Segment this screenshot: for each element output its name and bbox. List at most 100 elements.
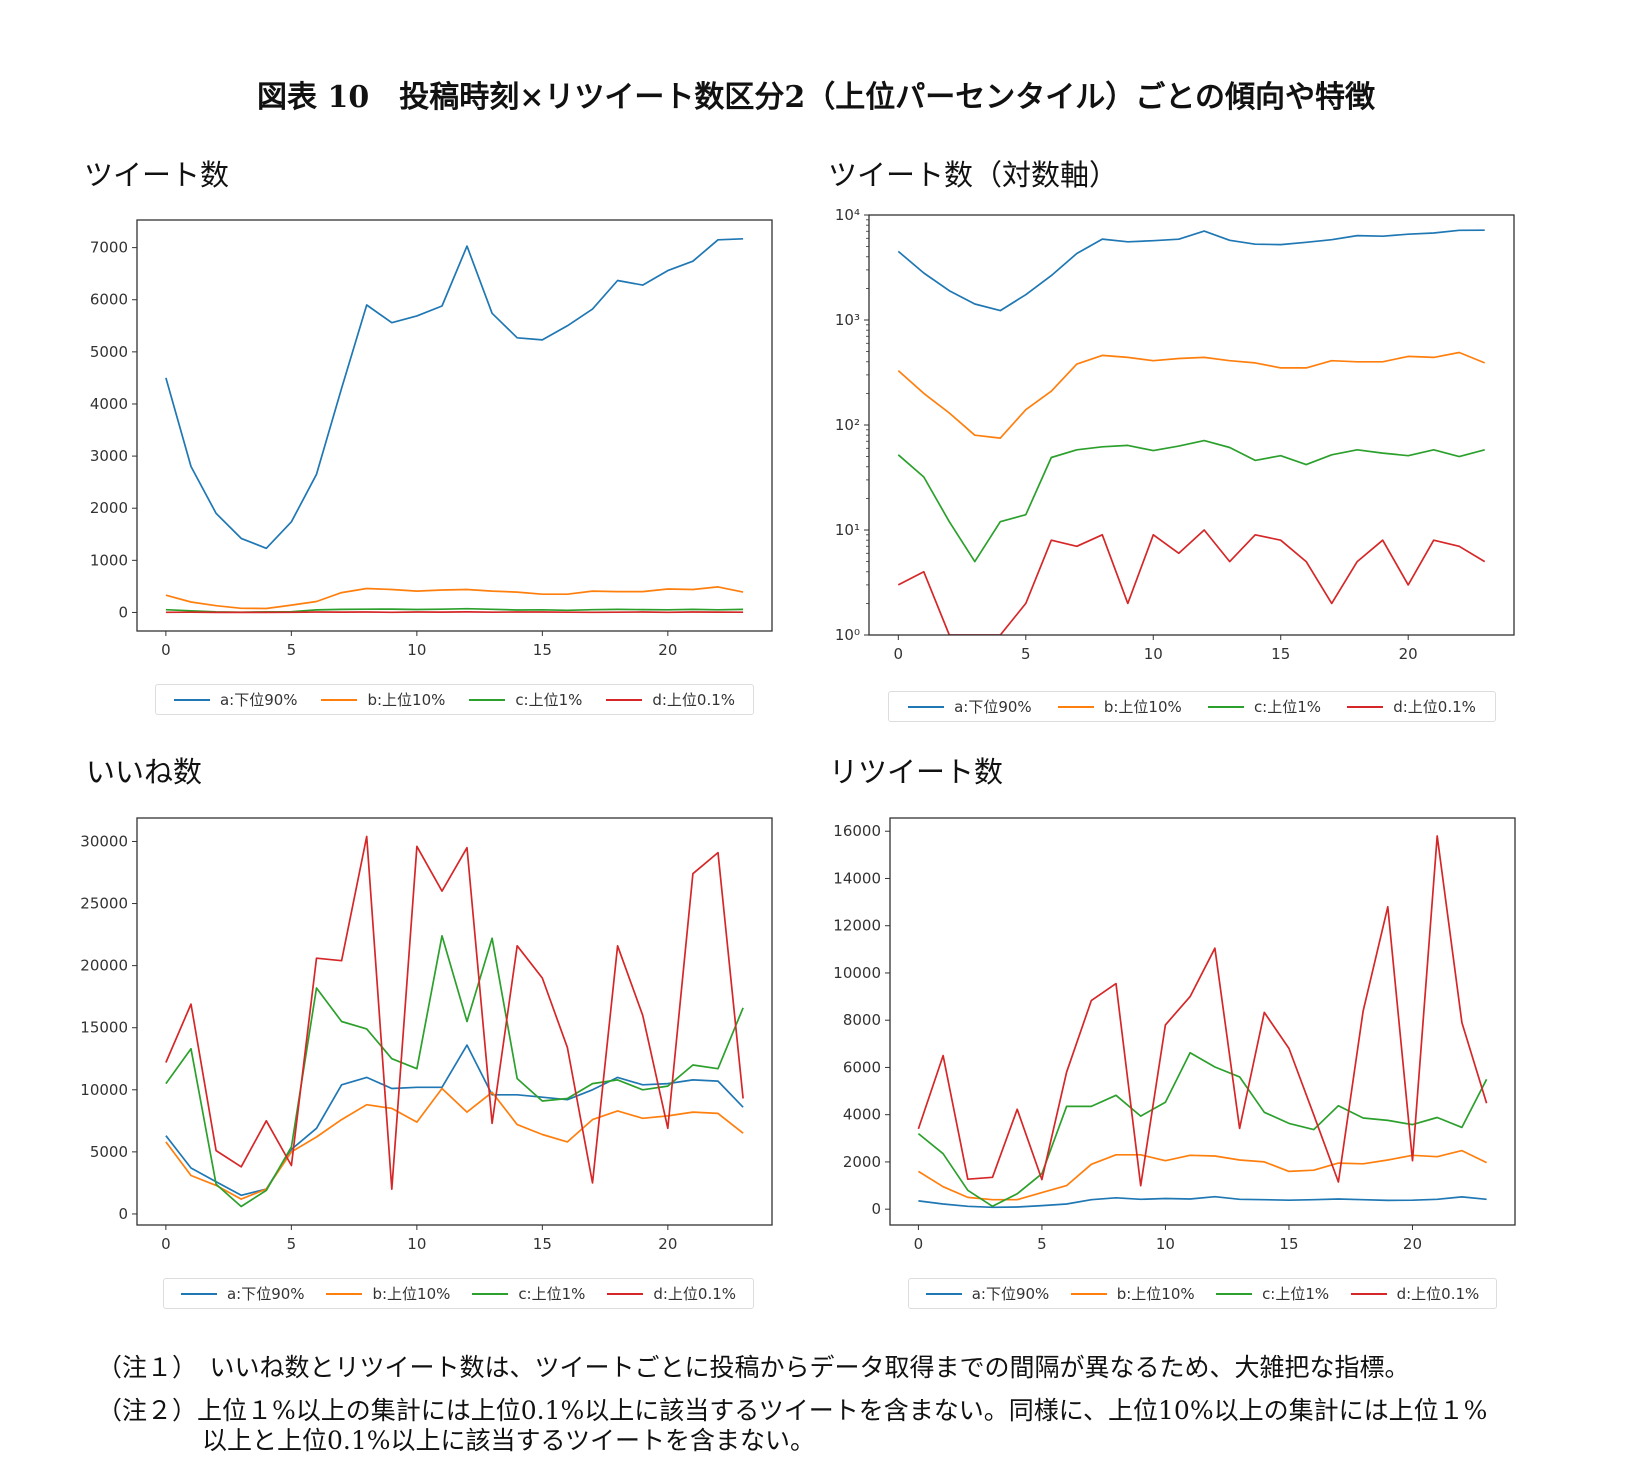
legend-swatch <box>180 1292 217 1295</box>
legend-swatch <box>1207 705 1244 708</box>
series-line-d <box>917 835 1488 1187</box>
x-tick-label: 10 <box>1156 1235 1175 1253</box>
legend-swatch <box>173 698 210 701</box>
x-tick-label: 5 <box>1021 645 1031 663</box>
legend-item: a:下位90% <box>925 1283 1050 1304</box>
x-tick-label: 0 <box>894 645 904 663</box>
plot-frame <box>136 817 773 1226</box>
legend-swatch <box>1070 1292 1107 1295</box>
plot-frame <box>868 214 1515 636</box>
x-tick-label: 15 <box>1271 645 1290 663</box>
legend-tweets: a:下位90% b:上位10% c:上位1% d:上位0.1% <box>155 684 754 715</box>
series-line-a <box>165 237 744 550</box>
y-tick-label: 1000 <box>90 551 128 569</box>
legend-swatch <box>1216 1292 1253 1295</box>
y-tick-label: 5000 <box>90 1143 128 1161</box>
y-tick-label: 4000 <box>843 1106 881 1124</box>
x-tick-label: 10 <box>1144 645 1163 663</box>
y-tick-label: 14000 <box>833 869 881 887</box>
y-tick-label: 2000 <box>90 499 128 517</box>
x-tick-label: 20 <box>1403 1235 1422 1253</box>
legend-item: d:上位0.1% <box>1347 696 1476 717</box>
legend-swatch <box>1057 705 1094 708</box>
y-tick-label: 0 <box>871 1200 881 1218</box>
legend-tweets-log: a:下位90% b:上位10% c:上位1% d:上位0.1% <box>888 691 1496 722</box>
x-tick-label: 10 <box>407 1235 426 1253</box>
series-line-c <box>165 934 744 1208</box>
plot-frame <box>136 219 773 632</box>
y-tick-label: 10000 <box>80 1081 128 1099</box>
y-tick-label: 8000 <box>843 1011 881 1029</box>
legend-likes: a:下位90% b:上位10% c:上位1% d:上位0.1% <box>163 1278 754 1309</box>
legend-label: c:上位1% <box>518 1285 586 1303</box>
x-tick-label: 0 <box>914 1235 924 1253</box>
note-1: （注１） いいね数とリツイート数は、ツイートごとに投稿からデータ取得までの間隔が… <box>97 1353 1410 1382</box>
y-tick-label: 6000 <box>90 291 128 309</box>
y-tick-label: 10000 <box>833 964 881 982</box>
legend-label: a:下位90% <box>954 698 1032 716</box>
series-line-d <box>897 529 1486 635</box>
legend-swatch <box>606 698 643 701</box>
y-tick-label: 25000 <box>80 895 128 913</box>
legend-swatch <box>321 698 358 701</box>
chart-retweets: 0 5 10 15 20 0 2000 4000 6000 8000 10000 12000 14000… <box>833 817 1516 1253</box>
legend-label: b:上位10% <box>367 691 446 709</box>
chart-tweets-log: 0 5 10 15 20 10⁰ 10¹ 10² 10³ 10⁴ <box>835 206 1515 663</box>
x-tick-label: 0 <box>161 1235 171 1253</box>
legend-swatch <box>469 698 506 701</box>
x-tick-label: 0 <box>161 641 171 659</box>
legend-item: b:上位10% <box>1057 696 1182 717</box>
series-line-d <box>165 835 744 1190</box>
legend-label: a:下位90% <box>219 691 298 709</box>
series-line-c <box>897 439 1485 563</box>
legend-label: c:上位1% <box>1262 1285 1330 1303</box>
legend-label: c:上位1% <box>515 691 583 709</box>
legend-label: b:上位10% <box>1103 698 1182 716</box>
legend-item: b:上位10% <box>326 1283 450 1304</box>
series-line-a <box>165 1044 744 1197</box>
legend-label: c:上位1% <box>1253 698 1322 716</box>
y-tick-label: 12000 <box>833 917 881 935</box>
plot-frame <box>889 817 1516 1226</box>
chart-tweets: 0 5 10 15 20 0 1000 2000 3000 4000 5000 6000 7000 <box>90 219 773 659</box>
x-tick-label: 10 <box>407 641 426 659</box>
legend-item: b:上位10% <box>321 689 445 710</box>
y-tick-label: 7000 <box>90 239 128 257</box>
legend-swatch <box>1350 1292 1387 1295</box>
y-tick-label: 20000 <box>80 957 128 975</box>
x-tick-label: 20 <box>1399 645 1418 663</box>
y-tick-label: 10¹ <box>835 521 860 539</box>
legend-swatch <box>607 1292 644 1295</box>
series-line-b <box>917 1149 1487 1201</box>
y-tick-label: 0 <box>118 603 128 621</box>
legend-swatch <box>925 1292 962 1295</box>
legend-item: c:上位1% <box>469 689 582 710</box>
legend-label: a:下位90% <box>226 1285 305 1303</box>
legend-label: b:上位10% <box>372 1285 451 1303</box>
chart-likes: 0 5 10 15 20 0 5000 10000 15000 20000 25000 30000 <box>80 817 773 1253</box>
x-tick-label: 20 <box>658 1235 677 1253</box>
legend-label: a:下位90% <box>971 1285 1050 1303</box>
series-line-a <box>897 229 1485 312</box>
chart-title-retweets: リツイート数 <box>829 755 1004 789</box>
y-tick-label: 3000 <box>90 447 128 465</box>
y-tick-label: 2000 <box>843 1153 881 1171</box>
x-tick-label: 5 <box>1037 1235 1047 1253</box>
chart-svg: 0 5 10 15 20 0 1000 2000 3000 4000 5000 6000 7000 <box>90 219 773 659</box>
legend-retweets: a:下位90% b:上位10% c:上位1% d:上位0.1% <box>908 1278 1497 1309</box>
series-line-b <box>165 586 744 610</box>
y-tick-label: 10² <box>835 416 860 434</box>
chart-title-tweets: ツイート数 <box>84 158 230 192</box>
y-tick-label: 10⁴ <box>835 206 860 224</box>
y-tick-label: 6000 <box>843 1058 881 1076</box>
series-line-c <box>917 1051 1488 1208</box>
chart-svg: 0 5 10 15 20 10⁰ 10¹ 10² 10³ 10⁴ <box>835 206 1515 663</box>
legend-item: d:上位0.1% <box>606 689 735 710</box>
legend-item: d:上位0.1% <box>607 1283 736 1304</box>
legend-item: c:上位1% <box>472 1283 585 1304</box>
note-2: （注２）上位１%以上の集計には上位0.1%以上に該当するツイートを含まない。同様… <box>97 1396 1488 1425</box>
chart-title-tweets-log: ツイート数（対数軸） <box>828 158 1119 192</box>
x-tick-label: 15 <box>533 1235 552 1253</box>
series-line-b <box>897 351 1486 439</box>
y-tick-label: 16000 <box>833 822 881 840</box>
